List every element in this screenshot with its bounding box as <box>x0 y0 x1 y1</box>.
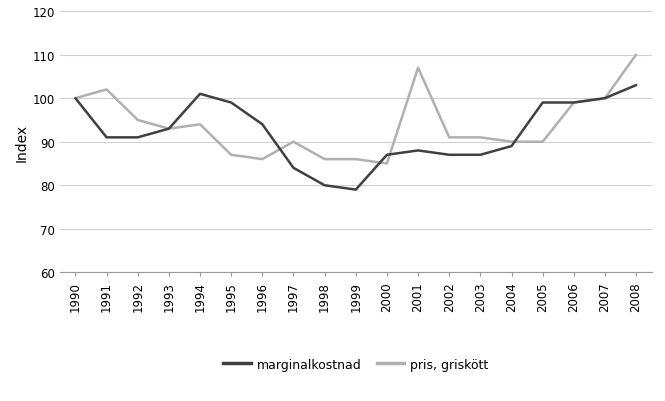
marginalkostnad <box>227 101 235 105</box>
marginalkostnad <box>102 136 110 140</box>
marginalkostnad <box>289 166 297 171</box>
marginalkostnad <box>507 144 515 149</box>
Line: marginalkostnad: marginalkostnad <box>75 86 636 190</box>
marginalkostnad <box>601 97 609 101</box>
pris, griskött <box>321 157 329 162</box>
pris, griskött <box>227 153 235 158</box>
pris, griskött <box>383 162 391 166</box>
pris, griskött <box>165 127 173 132</box>
marginalkostnad <box>383 153 391 158</box>
pris, griskött <box>446 136 454 140</box>
Legend: marginalkostnad, pris, griskött: marginalkostnad, pris, griskött <box>218 353 493 376</box>
pris, griskött <box>507 140 515 145</box>
marginalkostnad <box>476 153 484 158</box>
marginalkostnad <box>258 123 266 128</box>
pris, griskött <box>414 66 422 71</box>
marginalkostnad <box>570 101 578 105</box>
Y-axis label: Index: Index <box>15 124 29 161</box>
pris, griskött <box>258 157 266 162</box>
marginalkostnad <box>196 92 204 97</box>
marginalkostnad <box>539 101 547 105</box>
marginalkostnad <box>321 183 329 188</box>
marginalkostnad <box>71 97 79 101</box>
pris, griskött <box>134 118 142 123</box>
pris, griskött <box>570 101 578 105</box>
pris, griskött <box>71 97 79 101</box>
pris, griskött <box>476 136 484 140</box>
marginalkostnad <box>352 188 360 192</box>
marginalkostnad <box>632 83 640 88</box>
marginalkostnad <box>446 153 454 158</box>
Line: pris, griskött: pris, griskött <box>75 55 636 164</box>
pris, griskött <box>632 53 640 58</box>
pris, griskött <box>601 97 609 101</box>
pris, griskött <box>102 88 110 93</box>
marginalkostnad <box>414 149 422 154</box>
pris, griskött <box>352 157 360 162</box>
pris, griskött <box>539 140 547 145</box>
marginalkostnad <box>165 127 173 132</box>
pris, griskött <box>196 123 204 128</box>
marginalkostnad <box>134 136 142 140</box>
pris, griskött <box>289 140 297 145</box>
